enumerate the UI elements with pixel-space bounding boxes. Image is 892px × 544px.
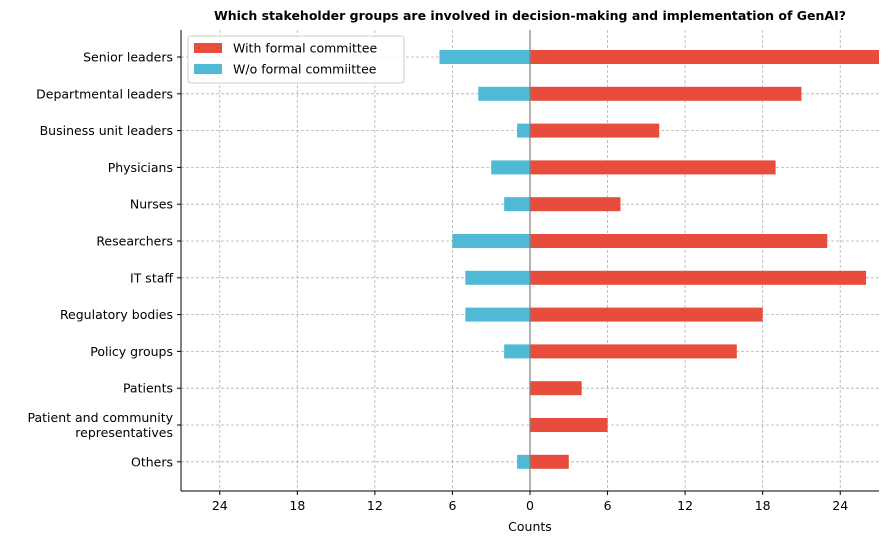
bar-with-committee-10 — [530, 418, 608, 432]
bar-with-committee-8 — [530, 344, 737, 359]
bar-without-committee-1 — [478, 86, 530, 101]
bar-without-committee-6 — [465, 270, 530, 285]
x-tick-label-2: 12 — [367, 498, 383, 513]
bar-with-committee-5 — [530, 234, 828, 248]
legend-swatch-0 — [194, 43, 222, 53]
y-tick-label-4: Nurses — [130, 197, 173, 212]
bar-with-committee-2 — [530, 123, 660, 138]
x-tick-label-0: 24 — [212, 498, 228, 513]
bar-without-committee-3 — [491, 160, 530, 175]
y-tick-label-0: Senior leaders — [83, 50, 173, 65]
x-tick-label-7: 18 — [755, 498, 771, 513]
bar-with-committee-9 — [530, 381, 582, 396]
bar-without-committee-2 — [517, 123, 530, 138]
y-tick-label-3: Physicians — [108, 160, 173, 175]
x-axis-label: Counts — [508, 519, 552, 534]
bar-with-committee-0 — [530, 50, 879, 64]
y-tick-label-10-line-0: Patient and community — [28, 410, 174, 425]
x-tick-label-6: 12 — [677, 498, 693, 513]
y-tick-label-10-line-1: representatives — [75, 425, 173, 440]
bar-with-committee-7 — [530, 307, 763, 322]
bar-without-committee-7 — [465, 307, 530, 322]
bar-with-committee-11 — [530, 454, 569, 469]
y-tick-label-11: Others — [131, 454, 173, 469]
x-tick-label-5: 6 — [604, 498, 612, 513]
y-tick-label-2: Business unit leaders — [40, 123, 173, 138]
y-tick-label-9: Patients — [123, 381, 173, 396]
bar-without-committee-4 — [504, 197, 530, 212]
y-tick-label-1: Departmental leaders — [36, 86, 173, 101]
chart-title: Which stakeholder groups are involved in… — [214, 8, 846, 23]
legend-label-1: W/o formal commiittee — [233, 62, 377, 77]
legend-label-0: With formal committee — [233, 41, 377, 56]
legend: With formal committee W/o formal commiitt… — [187, 35, 405, 84]
x-tick-label-1: 18 — [289, 498, 305, 513]
ticks-layer: 24 18 12 6 0 6 12 18 24 Senior leaders Departmenta… — [28, 50, 849, 514]
bar-with-committee-1 — [530, 86, 802, 101]
bar-with-committee-6 — [530, 270, 867, 285]
bar-without-committee-5 — [452, 234, 530, 248]
bars-layer — [439, 50, 879, 469]
x-tick-label-8: 24 — [832, 498, 848, 513]
bar-with-committee-3 — [530, 160, 776, 175]
x-tick-label-3: 6 — [448, 498, 456, 513]
x-tick-label-4: 0 — [526, 498, 534, 513]
bar-without-committee-0 — [439, 50, 530, 64]
legend-frame — [187, 35, 405, 84]
y-tick-label-7: Regulatory bodies — [60, 307, 173, 322]
y-tick-label-5: Researchers — [96, 234, 173, 249]
legend-swatch-1 — [194, 64, 222, 74]
y-tick-label-8: Policy groups — [90, 344, 173, 359]
y-tick-label-6: IT staff — [130, 270, 173, 285]
bar-without-committee-11 — [517, 454, 530, 469]
bar-with-committee-4 — [530, 197, 621, 212]
bar-without-committee-8 — [504, 344, 530, 359]
